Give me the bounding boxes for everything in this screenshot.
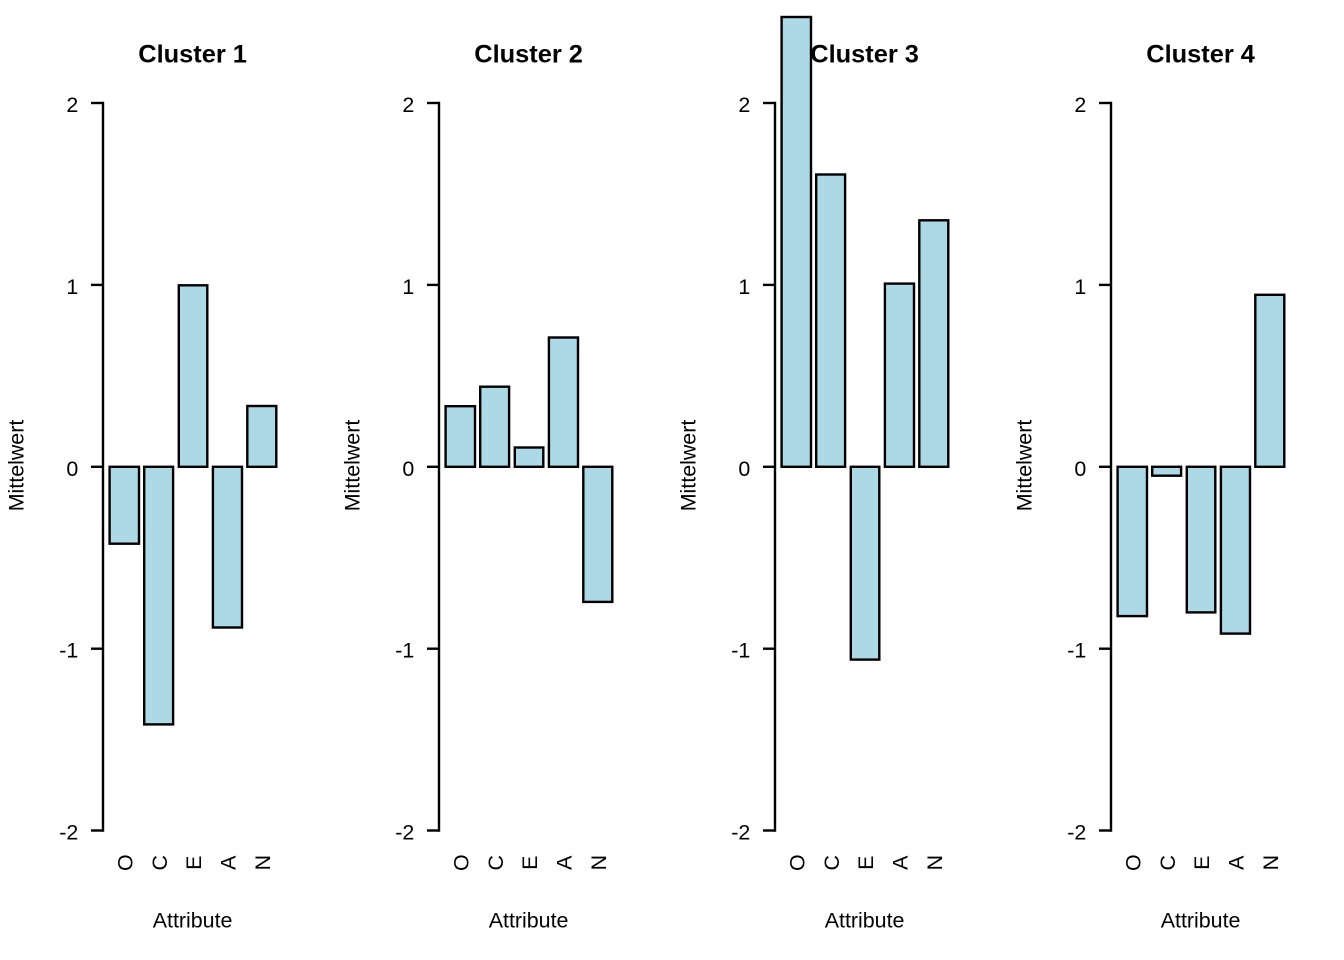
- svg-text:1: 1: [66, 275, 78, 299]
- svg-text:C: C: [820, 855, 844, 870]
- svg-text:Mittelwert: Mittelwert: [676, 420, 700, 512]
- svg-text:-1: -1: [59, 639, 78, 663]
- svg-text:1: 1: [738, 275, 750, 299]
- svg-text:C: C: [484, 855, 508, 870]
- svg-text:E: E: [1190, 856, 1214, 870]
- svg-text:Cluster 1: Cluster 1: [138, 41, 247, 69]
- svg-text:E: E: [854, 856, 878, 870]
- svg-text:O: O: [450, 854, 474, 871]
- svg-text:O: O: [1122, 854, 1146, 871]
- svg-text:1: 1: [1074, 275, 1086, 299]
- svg-text:-1: -1: [1067, 639, 1086, 663]
- svg-text:0: 0: [66, 457, 78, 481]
- svg-text:Cluster 3: Cluster 3: [810, 41, 919, 69]
- svg-text:A: A: [217, 855, 241, 870]
- svg-text:C: C: [1156, 855, 1180, 870]
- svg-text:Mittelwert: Mittelwert: [4, 420, 28, 512]
- svg-text:Mittelwert: Mittelwert: [340, 420, 364, 512]
- svg-text:2: 2: [66, 93, 78, 117]
- svg-text:N: N: [1259, 855, 1283, 870]
- svg-text:Cluster 2: Cluster 2: [474, 41, 583, 69]
- svg-text:Cluster 4: Cluster 4: [1146, 41, 1255, 69]
- svg-text:N: N: [923, 855, 947, 870]
- svg-text:-2: -2: [395, 821, 414, 845]
- svg-text:0: 0: [738, 457, 750, 481]
- svg-text:2: 2: [1074, 93, 1086, 117]
- svg-text:O: O: [114, 854, 138, 871]
- svg-text:2: 2: [738, 93, 750, 117]
- svg-text:C: C: [148, 855, 172, 870]
- svg-text:A: A: [1225, 855, 1249, 870]
- svg-text:-1: -1: [731, 639, 750, 663]
- svg-text:Attribute: Attribute: [153, 908, 233, 932]
- svg-text:Attribute: Attribute: [825, 908, 905, 932]
- svg-text:0: 0: [1074, 457, 1086, 481]
- svg-text:N: N: [587, 855, 611, 870]
- svg-text:A: A: [889, 855, 913, 870]
- svg-text:2: 2: [402, 93, 414, 117]
- svg-text:-2: -2: [1067, 821, 1086, 845]
- svg-text:A: A: [553, 855, 577, 870]
- svg-text:Mittelwert: Mittelwert: [1012, 420, 1036, 512]
- svg-text:0: 0: [402, 457, 414, 481]
- svg-text:-2: -2: [59, 821, 78, 845]
- svg-text:Attribute: Attribute: [489, 908, 569, 932]
- svg-text:O: O: [786, 854, 810, 871]
- svg-text:-2: -2: [731, 821, 750, 845]
- svg-text:E: E: [182, 856, 206, 870]
- svg-text:E: E: [518, 856, 542, 870]
- svg-text:N: N: [251, 855, 275, 870]
- svg-text:1: 1: [402, 275, 414, 299]
- svg-text:-1: -1: [395, 639, 414, 663]
- svg-text:Attribute: Attribute: [1161, 908, 1241, 932]
